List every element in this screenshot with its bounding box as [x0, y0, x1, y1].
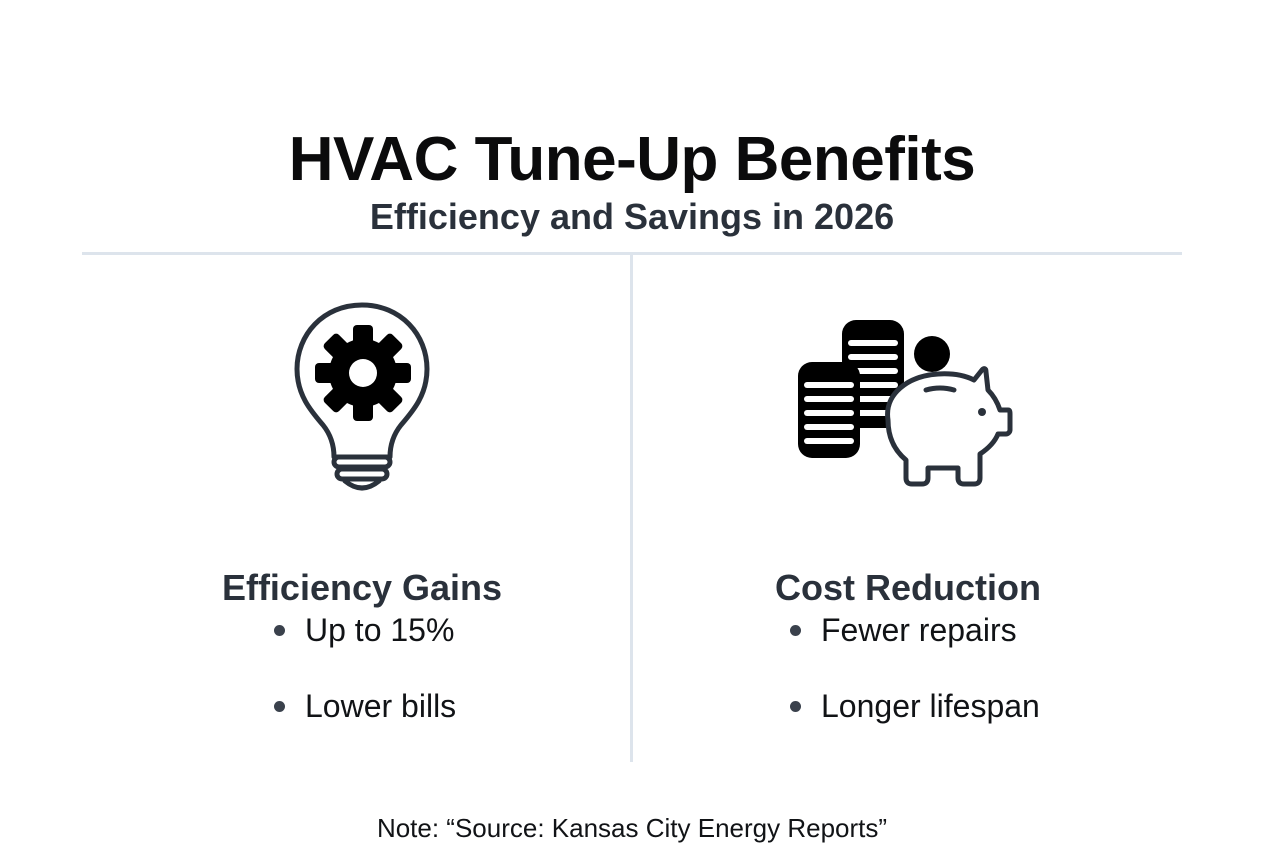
source-note: Note: “Source: Kansas City Energy Report…	[376, 813, 888, 843]
list-item: Up to 15%	[274, 610, 456, 650]
list-item-text: Longer lifespan	[821, 687, 1040, 724]
panel-cost-reduction: Cost Reduction Fewer repairs Longer life…	[598, 255, 1218, 765]
bullet-list: Up to 15% Lower bills	[274, 610, 456, 762]
coins-piggy-bank-icon	[598, 310, 1218, 520]
lightbulb-gear-icon	[52, 295, 672, 505]
list-item: Lower bills	[274, 686, 456, 726]
bullet-icon	[790, 624, 801, 636]
bullet-icon	[274, 624, 285, 636]
panel-heading: Efficiency Gains	[221, 567, 503, 608]
panel-efficiency-gains: Efficiency Gains Up to 15% Lower bills	[52, 255, 672, 765]
bullet-list: Fewer repairs Longer lifespan	[790, 610, 1040, 762]
bullet-icon	[790, 700, 801, 712]
list-item-text: Fewer repairs	[821, 611, 1017, 648]
list-item: Fewer repairs	[790, 610, 1040, 650]
page-subtitle: Efficiency and Savings in 2026	[369, 195, 895, 237]
list-item-text: Lower bills	[305, 687, 457, 724]
list-item-text: Up to 15%	[305, 611, 455, 648]
horizontal-divider	[82, 252, 1182, 255]
bullet-icon	[274, 700, 285, 712]
list-item: Longer lifespan	[790, 686, 1040, 726]
vertical-divider	[630, 254, 633, 762]
panel-heading: Cost Reduction	[775, 567, 1041, 608]
page-title: HVAC Tune-Up Benefits	[288, 124, 976, 194]
